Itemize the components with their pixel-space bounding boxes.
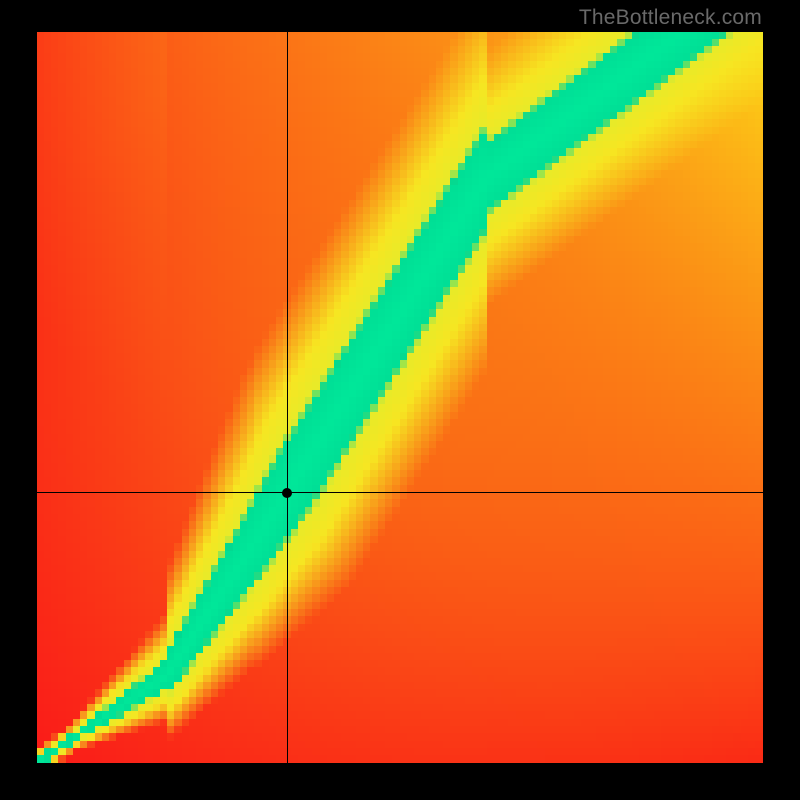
watermark-text: TheBottleneck.com	[579, 6, 762, 30]
crosshair-marker	[282, 488, 292, 498]
crosshair-horizontal	[37, 492, 763, 493]
heatmap-canvas	[37, 32, 763, 763]
heatmap-plot-area	[37, 32, 763, 763]
crosshair-vertical	[287, 32, 288, 763]
